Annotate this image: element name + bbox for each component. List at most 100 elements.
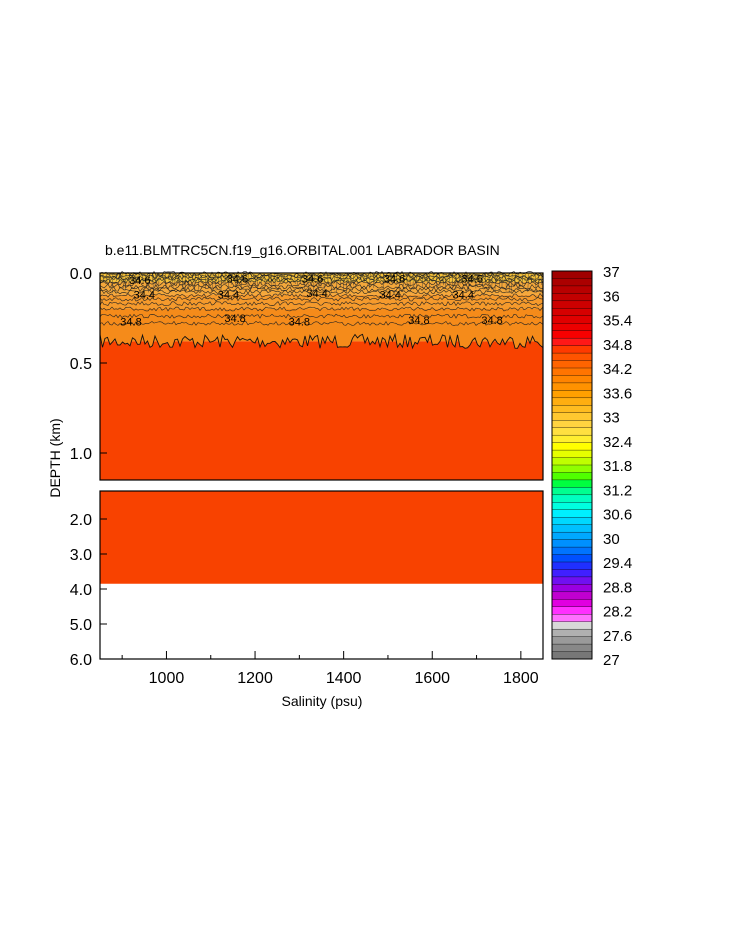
contour-line [128, 273, 130, 287]
contour-line [313, 273, 315, 291]
y-tick-label: 6.0 [70, 652, 92, 669]
contour-lines [99, 270, 544, 350]
colorbar-swatch [551, 382, 593, 391]
contour-line [406, 273, 408, 285]
contour-line [211, 273, 213, 288]
colorbar-swatch [551, 569, 593, 578]
contour-line [333, 273, 335, 281]
contour-label: 34.4 [306, 288, 327, 300]
contour-line [310, 273, 312, 285]
colorbar-swatch [551, 360, 593, 369]
contour-line [277, 273, 279, 281]
lower-panel-frame [99, 490, 544, 660]
y-tick-label: 2.0 [70, 512, 92, 529]
contour-line [99, 306, 544, 312]
contour-line [99, 332, 544, 350]
colorbar-swatch [551, 375, 593, 384]
y-tick-label: 3.0 [70, 547, 92, 564]
lower-panel-fill [100, 491, 543, 584]
colorbar-swatch [551, 449, 593, 458]
contour-line [327, 273, 329, 285]
contour-line [145, 273, 147, 281]
colorbar-label: 27 [603, 652, 620, 669]
contour-line [300, 273, 302, 284]
salinity-band [100, 273, 543, 282]
colorbar-swatch [551, 591, 593, 600]
x-tick-label: 1800 [503, 670, 539, 687]
y-tick-label: 0.0 [70, 266, 92, 283]
contour-line [389, 273, 391, 281]
colorbar-swatch [551, 442, 593, 451]
contour-line [254, 273, 256, 285]
colorbar-swatch [551, 397, 593, 406]
contour-line [363, 273, 365, 282]
contour-line [287, 273, 288, 283]
colorbar-swatch [551, 293, 593, 302]
colorbar-swatch [551, 472, 593, 481]
colorbar-swatch [551, 434, 593, 443]
colorbar-swatch [551, 524, 593, 533]
y-tick-label: 4.0 [70, 582, 92, 599]
y-axis-lower-ticks: 2.0 3.0 4.0 5.0 6.0 [70, 512, 107, 669]
colorbar-swatch [551, 352, 593, 361]
contour-line [346, 273, 348, 293]
colorbar-swatch [551, 621, 593, 630]
colorbar-swatch [551, 531, 593, 540]
colorbar-label: 32.4 [603, 434, 632, 451]
colorbar-swatch [551, 479, 593, 488]
colorbar-swatch [551, 464, 593, 473]
colorbar-swatch [551, 561, 593, 570]
x-tick-label: 1000 [149, 670, 185, 687]
contour-line [336, 273, 338, 293]
contour-line [172, 273, 174, 289]
contour-line [439, 273, 441, 288]
colorbar-label: 31.2 [603, 482, 632, 499]
contour-label: 34.4 [379, 290, 400, 302]
colorbar-swatch [551, 614, 593, 623]
contour-line [244, 273, 246, 284]
colorbar-label: 35.4 [603, 313, 632, 330]
contour-line [514, 273, 516, 284]
contour-line [200, 273, 203, 282]
contour-line [99, 320, 544, 326]
contour-label: 34.4 [218, 290, 239, 302]
contour-line [99, 283, 544, 290]
y-axis-label: DEPTH (km) [47, 418, 63, 497]
contour-line [491, 273, 493, 290]
salinity-band [100, 341, 543, 480]
contour-line [369, 273, 371, 289]
contour-line [174, 273, 176, 286]
contour-line [511, 273, 513, 293]
contour-label: 34.6 [384, 273, 405, 285]
salinity-band [100, 491, 543, 584]
contour-line [124, 273, 127, 291]
colorbar-label: 27.6 [603, 628, 632, 645]
x-tick-label: 1400 [326, 670, 362, 687]
contour-line [154, 273, 156, 288]
contour-line [505, 273, 507, 290]
colorbar-label: 30.6 [603, 507, 632, 524]
contour-line [271, 273, 273, 287]
contour-line [99, 313, 544, 319]
contour-line [442, 273, 444, 286]
colorbar-label: 30 [603, 531, 620, 548]
colorbar-swatch [551, 412, 593, 421]
contour-line [459, 273, 461, 285]
colorbar-swatch [551, 539, 593, 548]
colorbar-swatch [551, 576, 593, 585]
contour-line [353, 273, 354, 286]
colorbar-swatch [551, 420, 593, 429]
colorbar-label: 34.8 [603, 337, 632, 354]
colorbar-swatch [551, 509, 593, 518]
colorbar [551, 270, 593, 660]
contour-line [317, 273, 319, 291]
colorbar-swatch [551, 405, 593, 414]
contour-line [283, 273, 285, 282]
contour-line [220, 273, 222, 292]
colorbar-swatch [551, 584, 593, 593]
colorbar-swatch [551, 345, 593, 354]
contour-line [399, 273, 401, 291]
contour-label: 34.4 [134, 290, 155, 302]
colorbar-swatch [551, 502, 593, 511]
